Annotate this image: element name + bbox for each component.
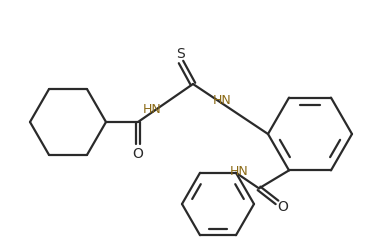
Text: HN: HN (142, 102, 161, 115)
Text: O: O (132, 146, 144, 160)
Text: S: S (177, 47, 185, 61)
Text: HN: HN (230, 165, 249, 177)
Text: HN: HN (213, 93, 232, 106)
Text: O: O (278, 200, 288, 213)
